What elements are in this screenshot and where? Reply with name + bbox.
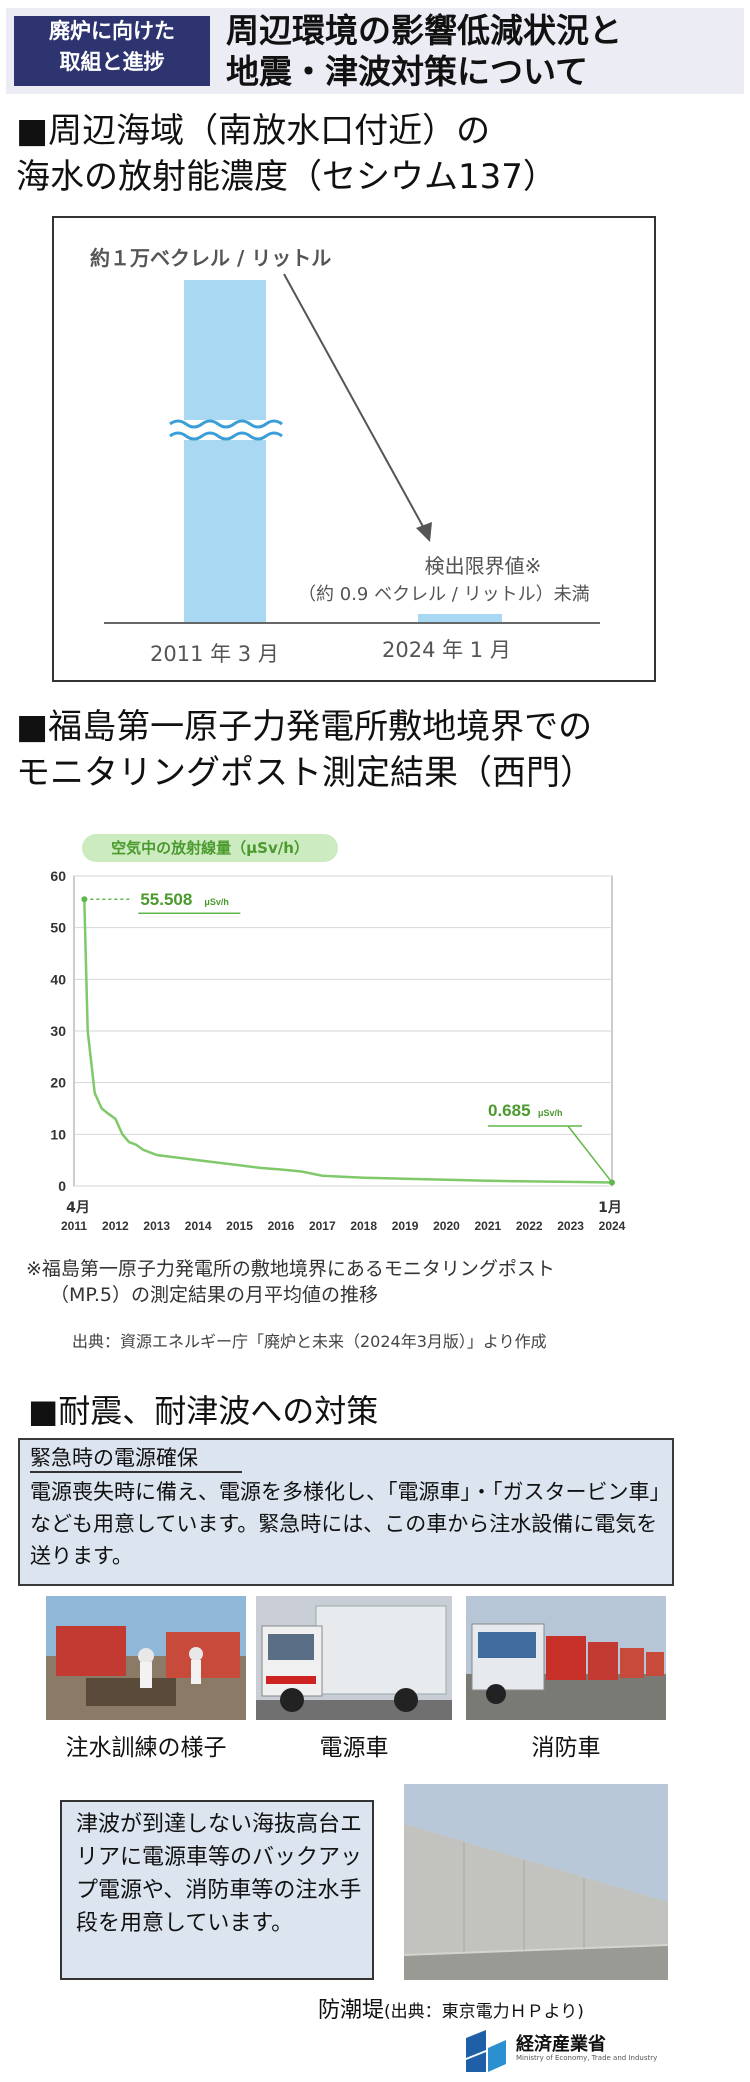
page-title-line2: 地震・津波対策について: [226, 52, 589, 91]
power-truck-photo: [256, 1596, 452, 1720]
header-tag-line1: 廃炉に向けた: [49, 19, 175, 43]
x-tick-label: 2018: [350, 1219, 377, 1233]
sea-concentration-figure: [52, 216, 656, 682]
x-tick-label: 2011: [61, 1219, 87, 1233]
caption-fire-truck: 消防車: [531, 1735, 601, 1761]
seawall-photo: [404, 1784, 668, 1980]
ministry-name-en: Ministry of Economy, Trade and Industry: [516, 2054, 658, 2062]
x-tick-label: 2023: [557, 1219, 584, 1233]
y-tick-label: 20: [50, 1075, 66, 1091]
baseline: [104, 622, 600, 624]
end-month-label: 1月: [598, 1200, 622, 1216]
tsunami-text: 津波が到達しない海抜高台エリアに電源車等のバックアップ電源や、消防車等の注水手段…: [76, 1812, 363, 1936]
x-tick-label: 2021: [474, 1219, 501, 1233]
power-box-heading: 緊急時の電源確保: [30, 1446, 198, 1470]
meti-logo: [466, 2030, 506, 2072]
top-value-label: 約１万ベクレル / リットル: [90, 246, 332, 270]
power-box: [18, 1438, 674, 1586]
page-title: 周辺環境の影響低減状況と 地震・津波対策について: [226, 10, 736, 92]
y-tick-label: 10: [50, 1126, 66, 1142]
monitor-heading-line1: ■福島第一原子力発電所敷地境界での: [16, 707, 593, 747]
bar-2011: [184, 280, 266, 622]
chart-unit-label: 空気中の放射線量（μSv/h）: [82, 834, 338, 862]
radiation-line-chart: 0 10 20 30 40 50 60 2011 2012 2013 2014 2015 2016 20…: [50, 868, 626, 1233]
x-tick-label: 2015: [226, 1219, 253, 1233]
date-2011: 2011 年 3 月: [150, 642, 279, 666]
y-tick-label: 30: [50, 1023, 66, 1039]
series-line: [83, 899, 613, 1184]
page-title-line1: 周辺環境の影響低減状況と: [226, 11, 622, 50]
x-tick-label: 2020: [433, 1219, 460, 1233]
annotation-start-unit: μSv/h: [204, 897, 229, 907]
chart-note: ※福島第一原子力発電所の敷地境界にあるモニタリングポスト （MP.5）の測定結果…: [26, 1256, 555, 1308]
x-tick-label: 2016: [268, 1219, 295, 1233]
sea-heading: ■周辺海域（南放水口付近）の 海水の放射能濃度（セシウム137）: [16, 108, 557, 200]
water-drill-photo: [46, 1596, 246, 1720]
caption-drill: 注水訓練の様子: [65, 1735, 227, 1761]
monitor-heading-line2: モニタリングポスト測定結果（西門）: [16, 753, 594, 793]
sea-heading-line1: ■周辺海域（南放水口付近）の: [16, 111, 491, 151]
chart-note-line2: （MP.5）の測定結果の月平均値の推移: [50, 1284, 379, 1306]
start-month-label: 4月: [66, 1200, 90, 1216]
detection-limit-value: （約 0.9 ベクレル / リットル）未満: [298, 584, 590, 605]
annotation-end-unit: μSv/h: [538, 1108, 563, 1118]
x-tick-label: 2017: [309, 1219, 336, 1233]
y-tick-label: 0: [58, 1178, 66, 1194]
annotation-end-value: 0.685: [488, 1101, 531, 1120]
tsunami-box: [60, 1800, 374, 1980]
x-tick-label: 2012: [102, 1219, 129, 1233]
date-2024: 2024 年 1 月: [382, 638, 511, 662]
annotation-start-value: 55.508: [140, 890, 192, 909]
x-tick-label: 2024: [599, 1219, 626, 1233]
x-tick-label: 2013: [143, 1219, 170, 1233]
header-tag-line2: 取組と進捗: [59, 50, 165, 74]
ministry-name: 経済産業省: [516, 2034, 606, 2055]
y-tick-label: 50: [50, 920, 66, 936]
seawall-source: (出典：東京電力ＨＰより): [384, 2002, 584, 2022]
annotation-end-leader: [567, 1125, 613, 1183]
sea-heading-line2: 海水の放射能濃度（セシウム137）: [16, 157, 557, 197]
x-tick-label: 2014: [185, 1219, 212, 1233]
monitor-heading: ■福島第一原子力発電所敷地境界での モニタリングポスト測定結果（西門）: [16, 704, 594, 796]
quake-heading: ■耐震、耐津波への対策: [28, 1392, 379, 1430]
chart-source: 出典：資源エネルギー庁「廃炉と未来（2024年3月版）」より作成: [72, 1332, 547, 1351]
seawall-caption: 防潮堤(出典：東京電力ＨＰより): [318, 1992, 584, 2024]
fire-truck-photo: [466, 1596, 666, 1720]
caption-power-truck: 電源車: [319, 1735, 389, 1761]
detection-limit-label: 検出限界値※: [424, 554, 542, 578]
chart-note-line1: ※福島第一原子力発電所の敷地境界にあるモニタリングポスト: [26, 1258, 555, 1280]
decline-arrow-icon: [283, 273, 432, 542]
x-tick-label: 2022: [516, 1219, 543, 1233]
wave-break-icon: [166, 419, 284, 441]
y-tick-label: 40: [50, 971, 66, 987]
bar-2024: [418, 614, 502, 623]
power-box-heading-underline: [30, 1471, 242, 1473]
y-tick-label: 60: [50, 868, 66, 884]
power-box-text: 電源喪失時に備え、電源を多様化し、「電源車」・「ガスタービン車」なども用意してい…: [30, 1480, 660, 1568]
seawall-caption-text: 防潮堤: [318, 1998, 385, 2023]
x-tick-label: 2019: [392, 1219, 419, 1233]
header-tag: 廃炉に向けた 取組と進捗: [14, 16, 210, 86]
